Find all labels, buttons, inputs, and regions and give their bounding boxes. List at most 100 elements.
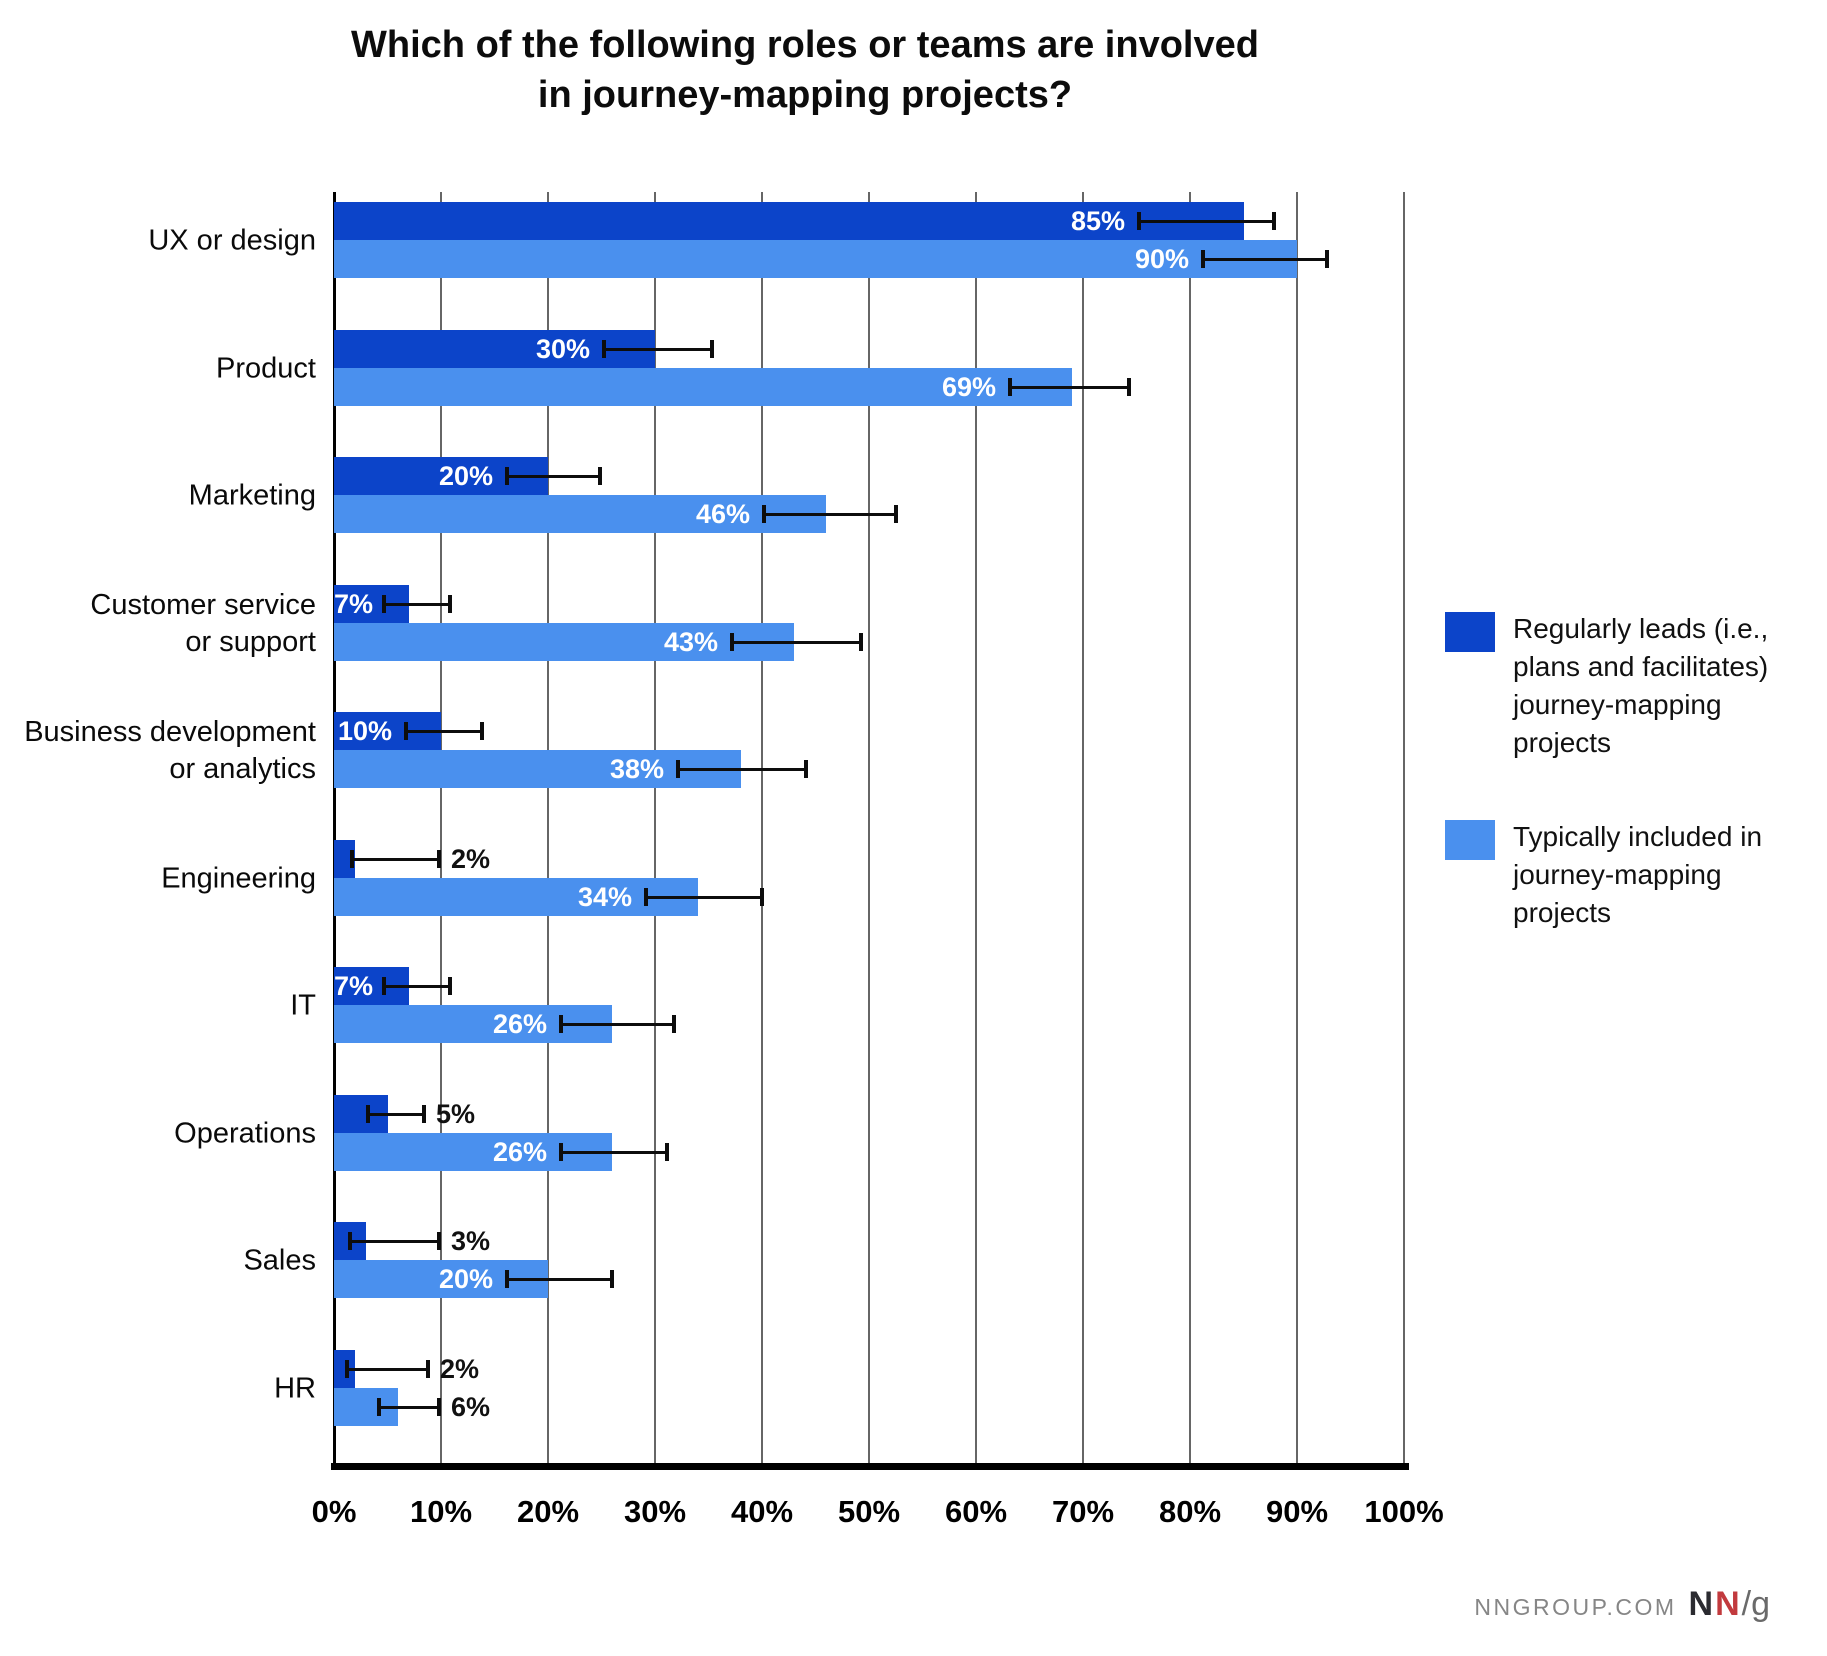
error-bar-cap	[1325, 250, 1329, 268]
error-bar-cap	[610, 1270, 614, 1288]
nngroup-site-text: NNGROUP.COM	[1474, 1594, 1677, 1620]
bar-value-label: 3%	[451, 1226, 491, 1256]
bar-value-label: 34%	[577, 882, 632, 912]
error-bar-cap	[559, 1015, 563, 1033]
gridline	[975, 192, 977, 1463]
x-tick-label: 80%	[1158, 1494, 1222, 1529]
logo-letter-n1: N	[1688, 1585, 1714, 1623]
error-bar-cap	[1127, 378, 1131, 396]
category-label-line: Engineering	[161, 862, 316, 895]
bar	[334, 1350, 355, 1388]
error-bar-line	[1008, 386, 1131, 389]
bar-value-label: 30%	[535, 334, 590, 364]
error-bar-line	[644, 896, 764, 899]
logo-slash-g: /g	[1741, 1585, 1770, 1623]
error-bar-cap	[348, 1232, 352, 1250]
error-bar-cap	[1201, 250, 1205, 268]
gridline	[1296, 192, 1298, 1463]
chart-title: Which of the following roles or teams ar…	[0, 20, 1610, 120]
error-bar-cap	[377, 1398, 381, 1416]
error-bar-cap	[859, 633, 863, 651]
legend-label: Typically included in journey-mapping proj…	[1513, 818, 1813, 932]
error-bar-cap	[505, 467, 509, 485]
error-bar-cap	[448, 977, 452, 995]
category-label-line: HR	[274, 1372, 316, 1405]
error-bar-cap	[1272, 212, 1276, 230]
x-tick-label: 90%	[1265, 1494, 1329, 1529]
error-bar-line	[676, 768, 808, 771]
error-bar-cap	[665, 1143, 669, 1161]
gridline	[868, 192, 870, 1463]
x-tick-label: 40%	[730, 1494, 794, 1529]
gridline	[440, 192, 442, 1463]
bar	[334, 623, 794, 661]
error-bar-cap	[602, 340, 606, 358]
error-bar-line	[1137, 220, 1276, 223]
x-axis-line	[331, 1463, 1409, 1470]
y-axis-line	[333, 192, 336, 1463]
bar	[334, 840, 355, 878]
error-bar-cap	[448, 595, 452, 613]
chart-title-line2: in journey-mapping projects?	[537, 74, 1073, 116]
error-bar-line	[366, 1113, 426, 1116]
bar	[334, 240, 1297, 278]
error-bar-line	[505, 1278, 614, 1281]
error-bar-line	[559, 1151, 669, 1154]
bar-value-label: 7%	[334, 589, 374, 619]
error-bar-line	[559, 1023, 676, 1026]
x-tick-label: 50%	[837, 1494, 901, 1529]
category-label: Product	[18, 351, 316, 388]
bar	[334, 878, 698, 916]
bar	[334, 495, 826, 533]
legend-label-line: projects	[1513, 897, 1612, 928]
error-bar-line	[1201, 258, 1329, 261]
category-label: IT	[18, 988, 316, 1025]
legend-label-line: Typically included in	[1513, 821, 1763, 852]
error-bar-cap	[644, 888, 648, 906]
error-bar-cap	[1137, 212, 1141, 230]
error-bar-line	[505, 475, 602, 478]
category-label-line: Business development	[24, 716, 316, 748]
legend-swatch	[1445, 820, 1495, 860]
error-bar-line	[382, 603, 452, 606]
error-bar-cap	[382, 977, 386, 995]
category-label-line: Operations	[174, 1117, 316, 1150]
bar-value-label: 26%	[492, 1137, 547, 1167]
x-tick-label: 10%	[409, 1494, 473, 1529]
legend-swatch	[1445, 612, 1495, 652]
error-bar-cap	[559, 1143, 563, 1161]
error-bar-cap	[804, 760, 808, 778]
category-label-line: Sales	[243, 1244, 316, 1277]
bar-value-label: 26%	[492, 1009, 547, 1039]
error-bar-cap	[350, 850, 354, 868]
legend-label-line: projects	[1513, 727, 1612, 758]
bar-value-label: 43%	[663, 627, 718, 657]
error-bar-cap	[505, 1270, 509, 1288]
x-tick-label: 0%	[311, 1494, 357, 1529]
error-bar-cap	[404, 722, 408, 740]
chart-title-line1: Which of the following roles or teams ar…	[351, 24, 1259, 66]
error-bar-cap	[762, 505, 766, 523]
bar-value-label: 5%	[436, 1099, 476, 1129]
error-bar-cap	[437, 850, 441, 868]
category-label-line: Customer service	[90, 589, 316, 621]
bar	[334, 202, 1244, 240]
error-bar-cap	[480, 722, 484, 740]
error-bar-cap	[345, 1360, 349, 1378]
plot-area: UX or design 85% 90% Product 30% 69% Marketing…	[24, 192, 1444, 1529]
bar-value-label: 20%	[438, 1264, 493, 1294]
error-bar-cap	[894, 505, 898, 523]
category-label: UX or design	[18, 223, 316, 260]
bar-value-label: 38%	[609, 754, 664, 784]
bar-value-label: 7%	[334, 971, 374, 1001]
nngroup-logo: NN/g	[1689, 1585, 1770, 1623]
gridline	[761, 192, 763, 1463]
category-label-line: or analytics	[169, 753, 316, 785]
error-bar-cap	[422, 1105, 426, 1123]
category-label-line: Product	[216, 352, 316, 385]
error-bar-line	[602, 348, 714, 351]
bar-value-label: 69%	[941, 372, 996, 402]
error-bar-line	[382, 985, 452, 988]
x-tick-label: 60%	[944, 1494, 1008, 1529]
error-bar-line	[345, 1368, 430, 1371]
